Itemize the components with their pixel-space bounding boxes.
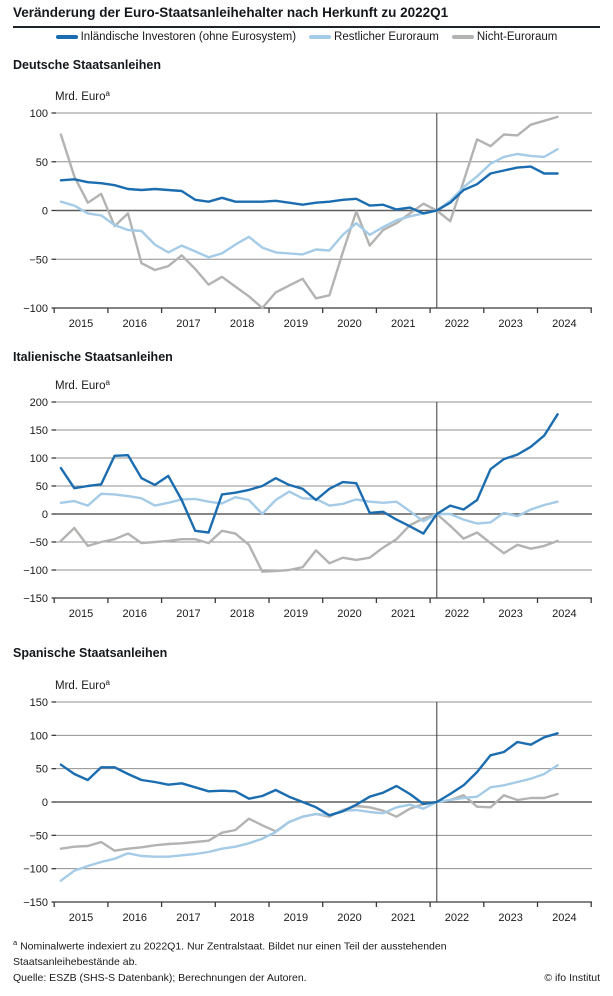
x-tick-label: 2022 xyxy=(445,912,469,924)
y-tick-label: 50 xyxy=(36,764,48,776)
x-tick-label: 2020 xyxy=(337,318,361,330)
y-tick-label: 0 xyxy=(42,206,48,218)
y-tick-label: −100 xyxy=(23,864,48,876)
series-line-rest-of-euroarea xyxy=(59,490,559,525)
x-tick-label: 2024 xyxy=(552,608,576,620)
y-tick-label: −150 xyxy=(23,593,48,605)
series-line-non-euroarea xyxy=(59,115,559,310)
x-tick-label: 2023 xyxy=(498,912,522,924)
legend: Inländische Investoren (ohne Eurosystem)… xyxy=(13,31,600,43)
line-swatch-rest-euroarea-icon xyxy=(309,35,332,39)
x-tick-label: 2024 xyxy=(552,318,576,330)
x-tick-label: 2015 xyxy=(69,608,93,620)
x-tick-label: 2016 xyxy=(123,912,147,924)
x-tick-label: 2021 xyxy=(391,318,415,330)
series-line-domestic-investors xyxy=(59,165,559,215)
x-tick-label: 2019 xyxy=(284,912,308,924)
series-line-domestic-investors xyxy=(59,732,559,817)
copyright-text: © ifo Institut xyxy=(544,972,600,984)
line-chart-italian-bonds: 200 150 100 50 0 −50 −100 −150 2015 2016 2017 2018 2… xyxy=(23,378,592,620)
x-tick-label: 2022 xyxy=(445,608,469,620)
x-tick-label: 2017 xyxy=(176,608,200,620)
series-line-domestic-investors xyxy=(59,413,559,535)
x-tick-label: 2021 xyxy=(391,608,415,620)
y-axis-unit-label: Mrd. Euroa xyxy=(55,378,111,392)
footer: a Nominalwerte indexiert zu 2022Q1. Nur … xyxy=(13,937,600,987)
x-tick-label: 2015 xyxy=(69,912,93,924)
x-tick-label: 2016 xyxy=(123,318,147,330)
chart-title-spanish-bonds: Spanische Staatsanleihen xyxy=(13,646,168,660)
footnote-body: Nominalwerte indexiert zu 2022Q1. Nur Ze… xyxy=(13,940,447,969)
x-tick-label: 2020 xyxy=(337,912,361,924)
title-rule xyxy=(13,26,600,28)
series-line-non-euroarea xyxy=(59,512,559,573)
legend-item-domestic-investors: Inländische Investoren (ohne Eurosystem) xyxy=(55,31,297,43)
footnote-text: a Nominalwerte indexiert zu 2022Q1. Nur … xyxy=(13,937,518,971)
y-tick-label: 150 xyxy=(30,697,48,709)
chart-title-italian-bonds: Italienische Staatsanleihen xyxy=(13,350,173,364)
x-tick-label: 2018 xyxy=(230,912,254,924)
legend-label: Restlicher Euroraum xyxy=(334,31,439,43)
x-tick-label: 2019 xyxy=(284,608,308,620)
y-tick-label: −50 xyxy=(29,254,48,266)
x-tick-label: 2023 xyxy=(498,608,522,620)
y-tick-label: 50 xyxy=(36,157,48,169)
y-axis-unit-label: Mrd. Euroa xyxy=(55,89,111,103)
y-axis-unit-label: Mrd. Euroa xyxy=(55,678,111,692)
x-tick-label: 2018 xyxy=(230,608,254,620)
y-tick-label: −50 xyxy=(29,537,48,549)
legend-label: Inländische Investoren (ohne Eurosystem) xyxy=(80,31,297,43)
source-row: Quelle: ESZB (SHS-S Datenbank); Berechnu… xyxy=(13,971,600,987)
y-tick-label: −100 xyxy=(23,565,48,577)
x-tick-label: 2021 xyxy=(391,912,415,924)
y-tick-label: 0 xyxy=(42,797,48,809)
line-swatch-non-euroarea-icon xyxy=(451,35,474,39)
line-chart-spanish-bonds: 150 100 50 0 −50 −100 −150 2015 2016 2017 2018 2019… xyxy=(23,678,592,924)
y-tick-label: −150 xyxy=(23,897,48,909)
x-tick-label: 2020 xyxy=(337,608,361,620)
y-tick-label: 100 xyxy=(30,453,48,465)
x-tick-label: 2019 xyxy=(284,318,308,330)
x-tick-label: 2017 xyxy=(176,912,200,924)
y-tick-label: 100 xyxy=(30,730,48,742)
line-chart-german-bonds: 100 50 0 −50 −100 2015 2016 2017 2018 2019 2020 202… xyxy=(23,89,592,330)
chart-title-german-bonds: Deutsche Staatsanleihen xyxy=(13,58,161,72)
legend-item-rest-of-euroarea: Restlicher Euroraum xyxy=(309,31,439,43)
line-swatch-domestic-icon xyxy=(55,35,78,39)
series-line-rest-of-euroarea xyxy=(59,147,559,259)
x-tick-label: 2023 xyxy=(498,318,522,330)
x-tick-label: 2024 xyxy=(552,912,576,924)
y-tick-label: 200 xyxy=(30,397,48,409)
source-text: Quelle: ESZB (SHS-S Datenbank); Berechnu… xyxy=(13,972,307,984)
footnote-marker: a xyxy=(13,938,18,947)
y-tick-label: 50 xyxy=(36,481,48,493)
series-line-rest-of-euroarea xyxy=(59,764,559,882)
y-tick-label: 100 xyxy=(30,108,48,120)
y-tick-label: −100 xyxy=(23,303,48,315)
legend-label: Nicht-Euroraum xyxy=(476,31,558,43)
x-tick-label: 2022 xyxy=(445,318,469,330)
x-tick-label: 2017 xyxy=(176,318,200,330)
legend-item-non-euroarea: Nicht-Euroraum xyxy=(451,31,558,43)
x-tick-label: 2018 xyxy=(230,318,254,330)
y-tick-label: 150 xyxy=(30,425,48,437)
page-title: Veränderung der Euro-Staatsanleihehalter… xyxy=(13,5,449,20)
x-tick-label: 2015 xyxy=(69,318,93,330)
y-tick-label: 0 xyxy=(42,509,48,521)
y-tick-label: −50 xyxy=(29,830,48,842)
x-tick-label: 2016 xyxy=(123,608,147,620)
